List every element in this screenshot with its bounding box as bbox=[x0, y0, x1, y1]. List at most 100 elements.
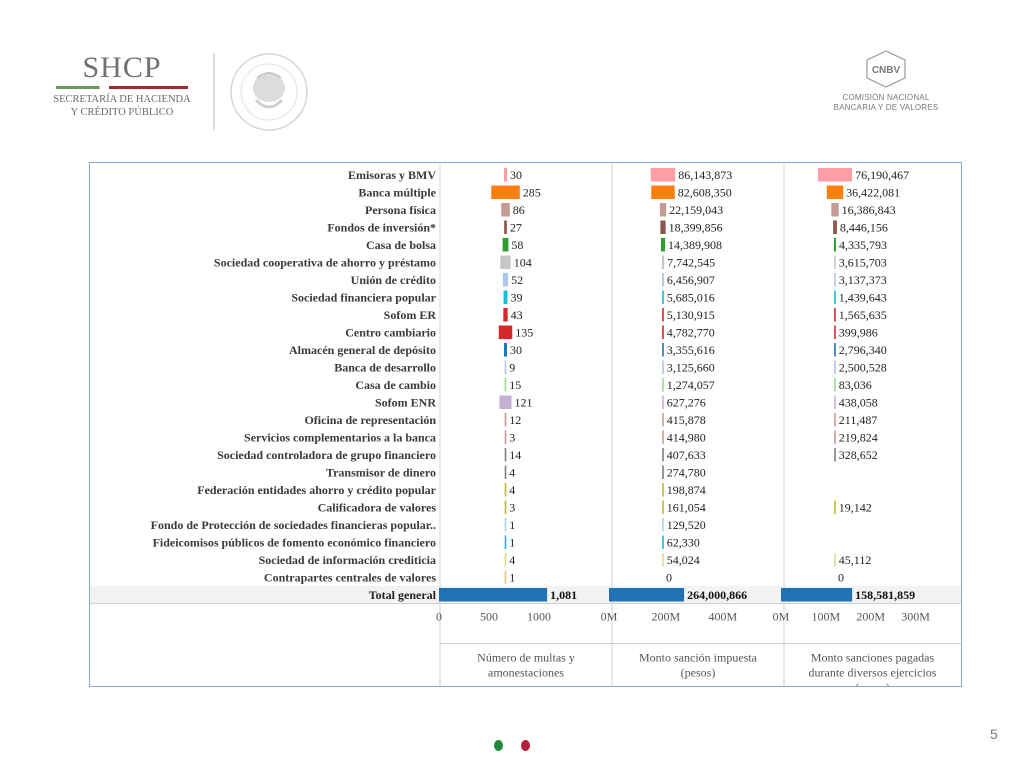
bar-1-9 bbox=[662, 325, 664, 339]
data-label-0-23: 1 bbox=[509, 571, 515, 585]
data-label-1-18: 198,874 bbox=[667, 483, 706, 497]
data-label-2-13: 438,058 bbox=[839, 396, 878, 410]
tick-label-1-2: 400M bbox=[708, 610, 737, 624]
bar-2-3 bbox=[833, 220, 837, 234]
data-label-0-16: 14 bbox=[509, 448, 521, 462]
tick-label-0-1: 500 bbox=[480, 610, 498, 624]
data-label-0-7: 39 bbox=[510, 291, 522, 305]
category-label: Sociedad controladora de grupo financier… bbox=[217, 448, 436, 462]
data-label-0-5: 104 bbox=[514, 256, 532, 270]
data-label-0-9: 135 bbox=[515, 326, 533, 340]
bar-1-11 bbox=[662, 360, 664, 374]
data-label-0-21: 1 bbox=[509, 536, 515, 550]
bar-2-4 bbox=[834, 238, 836, 252]
bar-2-1 bbox=[826, 185, 844, 199]
sanctions-chart: Emisoras y BMV Banca múltiple Persona físi… bbox=[90, 163, 961, 695]
bar-1-3 bbox=[660, 220, 666, 234]
category-label: Almacén general de depósito bbox=[289, 343, 436, 357]
data-label-0-6: 52 bbox=[511, 273, 523, 287]
data-label-1-4: 14,389,908 bbox=[668, 238, 722, 252]
bar-0-16 bbox=[504, 448, 507, 462]
bar-1-7 bbox=[662, 290, 664, 304]
data-label-0-15: 3 bbox=[509, 431, 515, 445]
bar-1-4 bbox=[660, 238, 666, 252]
bar-0-5 bbox=[500, 255, 511, 269]
data-label-2-7: 1,439,643 bbox=[839, 291, 887, 305]
bar-0-10 bbox=[504, 343, 507, 357]
category-label: Servicios complementarios a la banca bbox=[244, 431, 436, 445]
bar-2-11 bbox=[834, 360, 836, 374]
category-label: Emisoras y BMV bbox=[348, 168, 436, 182]
category-label: Unión de crédito bbox=[351, 273, 436, 287]
bar-2-0 bbox=[817, 168, 853, 182]
axis-title-2-0: Monto sanciones pagadas bbox=[811, 651, 935, 665]
bar-2-22 bbox=[834, 553, 836, 567]
bar-0-14 bbox=[504, 413, 507, 427]
category-label: Contrapartes centrales de valores bbox=[264, 571, 436, 585]
mexican-seal-icon bbox=[213, 53, 308, 131]
data-label-2-19: 19,142 bbox=[839, 501, 872, 515]
bar-0-19 bbox=[504, 500, 507, 514]
data-label-1-0: 86,143,873 bbox=[678, 168, 732, 182]
data-label-2-3: 8,446,156 bbox=[840, 221, 888, 235]
total-value-0: 1,081 bbox=[550, 588, 577, 602]
axis-title-0-1: amonestaciones bbox=[488, 666, 564, 680]
bar-1-15 bbox=[662, 430, 664, 444]
category-label: Fondo de Protección de sociedades financ… bbox=[151, 518, 436, 532]
data-label-0-14: 12 bbox=[509, 413, 521, 427]
bar-2-19 bbox=[834, 500, 836, 514]
bar-2-16 bbox=[834, 448, 836, 462]
bar-2-12 bbox=[834, 378, 836, 392]
bar-0-18 bbox=[504, 483, 507, 497]
bar-1-17 bbox=[662, 465, 664, 479]
axis-title-1-1: (pesos) bbox=[681, 666, 716, 680]
bar-0-17 bbox=[504, 465, 507, 479]
bar-1-20 bbox=[662, 518, 664, 532]
bar-2-14 bbox=[834, 413, 836, 427]
data-label-2-9: 399,986 bbox=[839, 326, 878, 340]
data-label-0-11: 9 bbox=[509, 361, 515, 375]
bar-0-15 bbox=[504, 430, 507, 444]
bar-2-9 bbox=[834, 325, 836, 339]
bar-1-8 bbox=[662, 308, 664, 322]
bar-1-16 bbox=[662, 448, 664, 462]
shcp-logo: SHCP SECRETARÍA DE HACIENDA Y CRÉDITO PÚ… bbox=[52, 52, 192, 119]
data-label-1-11: 3,125,660 bbox=[667, 361, 715, 375]
category-label: Federación entidades ahorro y crédito po… bbox=[197, 483, 436, 497]
data-label-1-12: 1,274,057 bbox=[667, 378, 715, 392]
category-label: Centro cambiario bbox=[345, 326, 436, 340]
cnbv-subtitle-1: COMISIÓN NACIONAL bbox=[842, 93, 930, 102]
tick-label-2-2: 200M bbox=[856, 610, 885, 624]
bar-1-10 bbox=[662, 343, 664, 357]
tick-label-0-2: 1000 bbox=[527, 610, 551, 624]
data-label-1-9: 4,782,770 bbox=[667, 326, 715, 340]
data-label-0-3: 27 bbox=[510, 221, 522, 235]
data-label-1-6: 6,456,907 bbox=[667, 273, 715, 287]
category-label: Banca múltiple bbox=[358, 186, 436, 200]
data-label-2-14: 211,487 bbox=[839, 413, 878, 427]
data-label-2-10: 2,796,340 bbox=[839, 343, 887, 357]
data-label-0-12: 15 bbox=[509, 378, 521, 392]
data-label-2-22: 45,112 bbox=[839, 553, 872, 567]
category-label: Transmisor de dinero bbox=[326, 466, 436, 480]
bar-0-2 bbox=[501, 203, 510, 217]
bar-2-7 bbox=[834, 290, 836, 304]
bar-2-2 bbox=[831, 203, 839, 217]
data-label-1-13: 627,276 bbox=[667, 396, 706, 410]
bar-0-13 bbox=[499, 395, 512, 409]
data-label-0-0: 30 bbox=[510, 168, 522, 182]
bar-1-14 bbox=[662, 413, 664, 427]
data-label-1-15: 414,980 bbox=[667, 431, 706, 445]
bar-0-4 bbox=[502, 238, 509, 252]
data-label-2-1: 36,422,081 bbox=[846, 186, 900, 200]
data-label-2-15: 219,824 bbox=[839, 431, 878, 445]
total-bar-2 bbox=[781, 588, 853, 602]
bar-1-6 bbox=[662, 273, 664, 287]
bar-0-12 bbox=[504, 378, 507, 392]
total-bar-1 bbox=[609, 588, 685, 602]
bar-1-1 bbox=[651, 185, 675, 199]
data-label-1-8: 5,130,915 bbox=[667, 308, 715, 322]
bar-0-21 bbox=[504, 535, 507, 549]
chart-panel: Emisoras y BMV Banca múltiple Persona físi… bbox=[89, 162, 962, 695]
tick-label-1-1: 200M bbox=[652, 610, 681, 624]
